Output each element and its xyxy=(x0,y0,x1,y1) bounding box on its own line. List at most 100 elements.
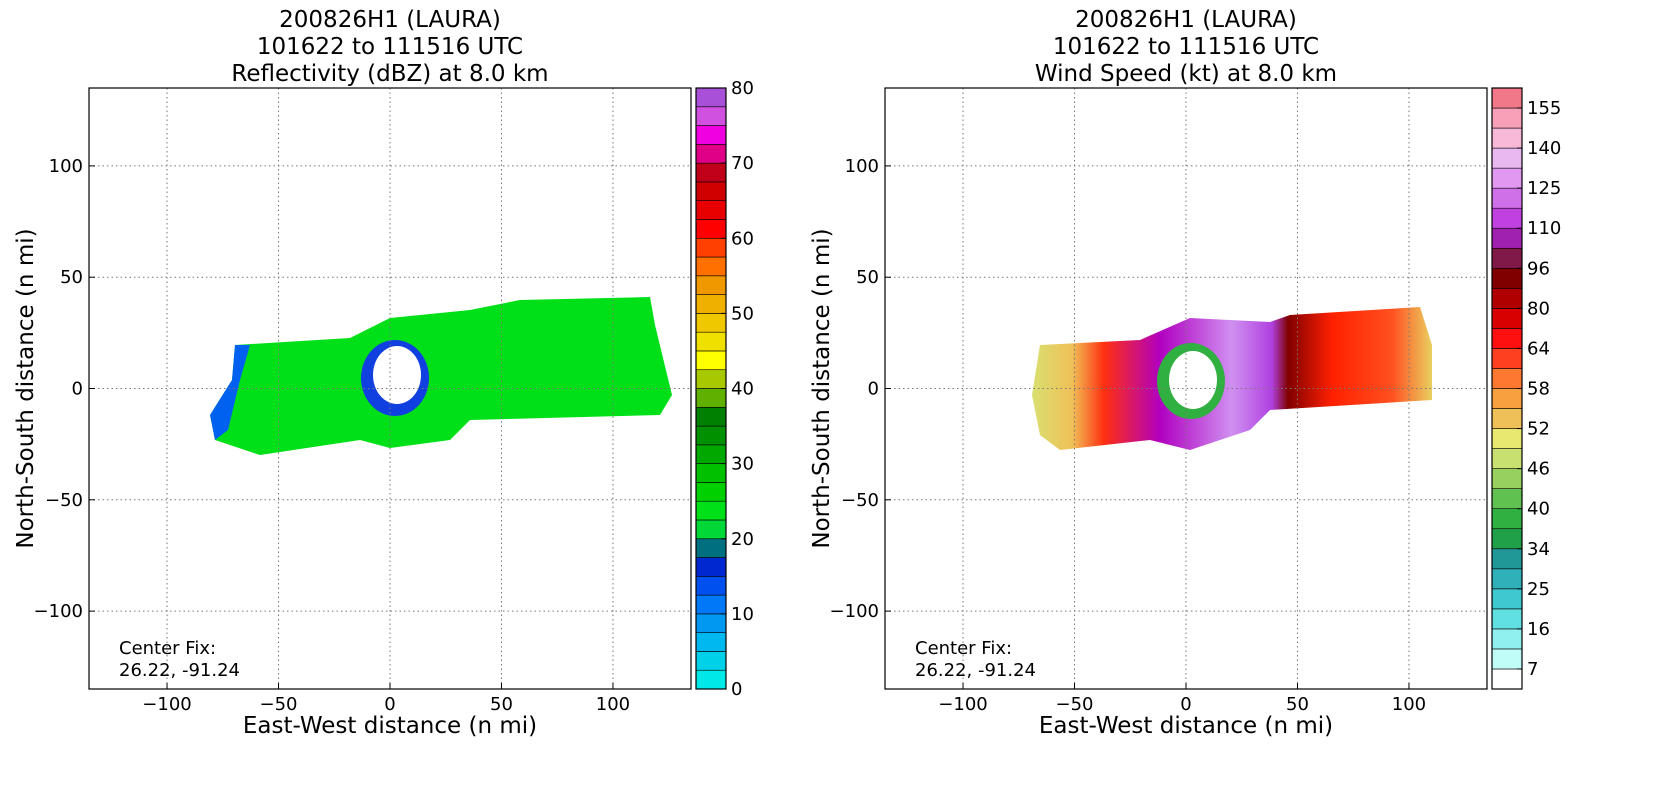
colorbar-band xyxy=(695,669,727,690)
colorbar-tick-label: 110 xyxy=(1527,218,1561,239)
x-axis-label: East-West distance (n mi) xyxy=(243,713,537,739)
colorbar-band xyxy=(695,294,727,314)
colorbar-band xyxy=(1491,308,1523,329)
x-tick-label: 0 xyxy=(384,694,395,715)
y-axis-label: North-South distance (n mi) xyxy=(809,228,835,548)
x-tick-label: 0 xyxy=(1180,694,1191,715)
colorbar-band xyxy=(695,519,727,540)
colorbar-band xyxy=(1491,568,1523,590)
colorbar-band xyxy=(1491,428,1523,449)
colorbar-band xyxy=(1491,207,1523,229)
colorbar-tick-label: 125 xyxy=(1527,178,1561,199)
x-axis-label: East-West distance (n mi) xyxy=(1039,713,1333,739)
colorbar-band xyxy=(695,256,727,277)
y-tick-label: −100 xyxy=(830,601,879,622)
colorbar-band xyxy=(1491,187,1523,209)
colorbar-band xyxy=(1491,448,1523,469)
colorbar-tick-label: 7 xyxy=(1527,659,1538,680)
x-tick-label: 100 xyxy=(1392,694,1426,715)
y-tick-label: −50 xyxy=(45,490,83,511)
colorbar-band xyxy=(695,594,727,615)
chart-title: Wind Speed (kt) at 8.0 km xyxy=(1035,61,1337,87)
colorbar-tick-label: 80 xyxy=(1527,298,1550,319)
x-tick-label: −100 xyxy=(938,694,987,715)
colorbar-band xyxy=(695,181,727,201)
colorbar-band xyxy=(1491,348,1523,369)
colorbar-tick-label: 70 xyxy=(731,153,754,174)
colorbar-band xyxy=(695,162,727,183)
colorbar-band xyxy=(1491,227,1523,249)
colorbar-tick-label: 25 xyxy=(1527,579,1550,600)
y-tick-label: 0 xyxy=(72,379,83,400)
colorbar-band xyxy=(695,200,727,220)
colorbar-tick-label: 155 xyxy=(1527,98,1561,119)
colorbar-tick-label: 30 xyxy=(731,454,754,475)
x-tick-label: −50 xyxy=(1056,694,1094,715)
plot-frame xyxy=(884,87,1488,690)
chart-title: 200826H1 (LAURA) xyxy=(1075,7,1297,33)
chart-title: 101622 to 111516 UTC xyxy=(257,34,523,60)
colorbar-band xyxy=(1491,668,1523,690)
x-tick-label: 50 xyxy=(490,694,513,715)
colorbar-band xyxy=(1491,167,1523,189)
y-tick-label: 100 xyxy=(49,156,83,177)
chart-title: 200826H1 (LAURA) xyxy=(279,7,501,33)
colorbar-tick-label: 80 xyxy=(731,78,754,99)
annotation: 26.22, -91.24 xyxy=(915,660,1036,681)
colorbar-band xyxy=(1491,488,1523,509)
chart-title: Reflectivity (dBZ) at 8.0 km xyxy=(231,61,548,87)
colorbar-tick-label: 40 xyxy=(1527,499,1550,520)
colorbar-band xyxy=(695,444,727,464)
annotation: Center Fix: xyxy=(119,638,216,659)
reflectivity-swath xyxy=(210,297,672,455)
x-tick-label: 50 xyxy=(1286,694,1309,715)
colorbar-band xyxy=(1491,548,1523,570)
colorbar-band xyxy=(1491,288,1523,309)
colorbar-band xyxy=(695,219,727,239)
annotation: 26.22, -91.24 xyxy=(119,660,240,681)
colorbar-band xyxy=(1491,388,1523,409)
y-tick-label: 100 xyxy=(845,156,879,177)
colorbar-tick-label: 16 xyxy=(1527,619,1550,640)
y-tick-label: −50 xyxy=(841,490,879,511)
colorbar-band xyxy=(695,557,727,577)
colorbar-tick-label: 64 xyxy=(1527,338,1550,359)
colorbar-tick-label: 60 xyxy=(731,228,754,249)
colorbar-band xyxy=(1491,608,1523,630)
colorbar-tick-label: 140 xyxy=(1527,138,1561,159)
colorbar-band xyxy=(1491,408,1523,429)
colorbar-band xyxy=(695,331,727,352)
colorbar-band xyxy=(1491,107,1523,129)
colorbar-tick-label: 52 xyxy=(1527,419,1550,440)
colorbar-band xyxy=(1491,328,1523,349)
colorbar-band xyxy=(695,369,727,389)
colorbar-band xyxy=(695,500,727,521)
colorbar-band xyxy=(695,482,727,502)
colorbar-tick-label: 0 xyxy=(731,679,742,700)
colorbar-band xyxy=(695,144,727,164)
colorbar-band xyxy=(695,576,727,596)
colorbar-band xyxy=(695,538,727,558)
x-tick-label: 100 xyxy=(596,694,630,715)
colorbar-tick-label: 46 xyxy=(1527,459,1550,480)
colorbar-band xyxy=(695,106,727,126)
colorbar-band xyxy=(695,237,727,258)
colorbar-band xyxy=(1491,648,1523,670)
colorbar-tick-label: 10 xyxy=(731,604,754,625)
colorbar-band xyxy=(1491,87,1523,109)
colorbar-tick-label: 34 xyxy=(1527,539,1550,560)
colorbar-band xyxy=(695,350,727,371)
colorbar-band xyxy=(695,425,727,446)
y-tick-label: 50 xyxy=(60,267,83,288)
colorbar-band xyxy=(695,463,727,483)
colorbar-tick-label: 20 xyxy=(731,529,754,550)
colorbar-band xyxy=(1491,127,1523,149)
y-tick-label: −100 xyxy=(34,601,83,622)
colorbar-tick-label: 50 xyxy=(731,303,754,324)
colorbar-band xyxy=(1491,267,1523,289)
colorbar-band xyxy=(1491,508,1523,530)
y-tick-label: 50 xyxy=(856,267,879,288)
colorbar-band xyxy=(695,313,727,333)
colorbar-tick-label: 96 xyxy=(1527,258,1550,279)
